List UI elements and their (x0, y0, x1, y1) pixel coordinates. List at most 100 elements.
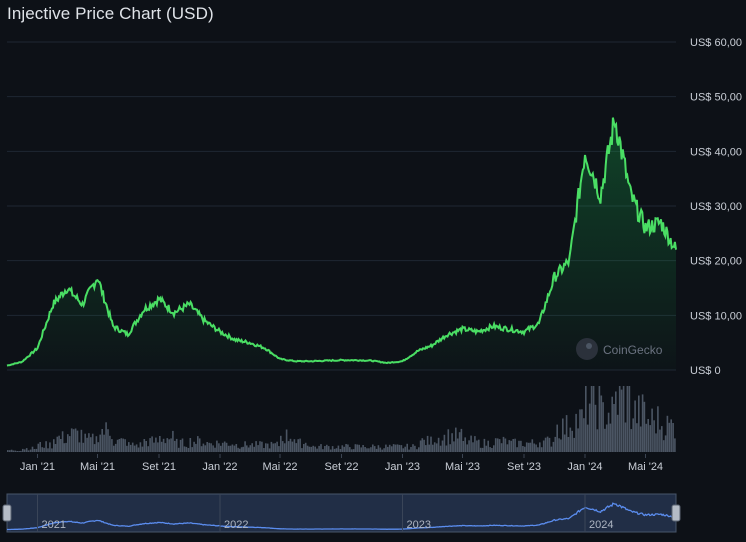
volume-bar (639, 426, 642, 452)
volume-bar (247, 447, 250, 452)
volume-bar (368, 448, 370, 452)
volume-bar (435, 443, 438, 452)
x-axis-ticks: Jan '21 Mai '21 Set '21 Jan '22 Mai '22 Set '… (20, 454, 663, 473)
volume-bar (91, 433, 94, 452)
volume-bar (449, 444, 451, 452)
volume-bar (251, 443, 253, 452)
volume-bar (453, 441, 455, 452)
volume-bar (653, 420, 655, 452)
navigator-left-handle[interactable] (2, 504, 12, 522)
volume-bar (414, 445, 416, 452)
navigator-year-label: 2024 (589, 519, 613, 531)
volume-bar (276, 441, 278, 452)
navigator[interactable]: 2021 2022 2023 2024 (2, 493, 681, 533)
volume-bar (297, 439, 299, 452)
volume-bar (428, 444, 431, 452)
y-tick-label: US$ 40,00 (690, 146, 742, 158)
volume-bar (404, 446, 406, 452)
volume-bar (65, 442, 67, 452)
volume-bar (88, 433, 90, 452)
volume-bar (316, 448, 318, 452)
volume-bar (641, 394, 644, 452)
volume-bar (155, 437, 157, 452)
volume-bar (41, 447, 43, 452)
volume-bar (586, 424, 589, 452)
volume-bar (647, 419, 649, 452)
volume-bar (249, 445, 252, 452)
x-tick-label: Jan '21 (20, 461, 55, 473)
volume-bar (478, 439, 480, 452)
volume-bar (263, 448, 265, 452)
volume-bar (74, 428, 77, 452)
navigator-year-label: 2022 (224, 519, 248, 531)
y-tick-label: US$ 20,00 (690, 256, 742, 268)
volume-bar (387, 446, 389, 452)
volume-bar (354, 444, 357, 452)
volume-bar (674, 438, 676, 452)
volume-bar (421, 438, 424, 452)
volume-bar (172, 430, 174, 452)
volume-bar (133, 445, 136, 452)
volume-bar (335, 448, 338, 452)
volume-bar (470, 435, 472, 452)
volume-bar (120, 438, 123, 452)
volume-bar (239, 448, 241, 452)
volume-bar (107, 429, 109, 452)
volume-bar (341, 445, 344, 452)
navigator-right-handle[interactable] (671, 504, 681, 522)
volume-bar (525, 442, 528, 452)
volume-bar (240, 447, 243, 452)
coingecko-logo-icon (576, 338, 598, 360)
volume-bar (244, 441, 246, 452)
volume-bar (502, 436, 505, 452)
y-tick-label: US$ 30,00 (690, 201, 742, 213)
volume-bar (141, 446, 144, 452)
volume-bar (54, 444, 57, 452)
x-tick-label: Jan '22 (202, 461, 237, 473)
volume-bar (227, 445, 230, 452)
navigator-window[interactable] (6, 493, 677, 533)
y-tick-label: US$ 10,00 (690, 310, 742, 322)
volume-bar (293, 439, 296, 452)
volume-bar (362, 445, 364, 452)
volume-bar (588, 403, 591, 452)
volume-bar (579, 409, 581, 452)
volume-bar (314, 446, 316, 452)
volume-bar (506, 444, 509, 452)
volume-bar (61, 431, 64, 452)
volume-bar (221, 442, 224, 452)
volume-bar (356, 444, 359, 452)
volume-bar (235, 444, 238, 452)
volume-bar (189, 438, 192, 452)
volume-bar (304, 442, 307, 452)
volume-bar (590, 386, 593, 452)
volume-bar (563, 434, 566, 452)
volume-bar (27, 450, 30, 452)
volume-bar (402, 448, 405, 452)
volume-bar (70, 428, 73, 452)
volume-bar (425, 445, 427, 452)
volume-bar (318, 445, 320, 452)
volume-bar (60, 439, 62, 452)
x-tick-label: Jan '24 (567, 461, 602, 473)
volume-bar (594, 404, 597, 452)
volume-bar (592, 386, 595, 452)
y-tick-label: US$ 50,00 (690, 92, 742, 104)
volume-bar (433, 442, 436, 452)
volume-bar (237, 447, 239, 452)
volume-bar (82, 442, 85, 452)
volume-bar (596, 429, 599, 452)
volume-bar (23, 449, 26, 452)
volume-bar (139, 442, 142, 452)
volume-bar (37, 443, 40, 452)
volume-bar (331, 446, 334, 452)
volume-bar (225, 442, 228, 452)
volume-bar (326, 444, 328, 452)
volume-bar (626, 386, 629, 452)
volume-bar (613, 404, 615, 452)
volume-bar (177, 447, 180, 452)
volume-bar (116, 439, 119, 452)
volume-bar (390, 446, 393, 452)
volume-bar (358, 444, 360, 452)
x-tick-label: Mai '22 (262, 461, 297, 473)
